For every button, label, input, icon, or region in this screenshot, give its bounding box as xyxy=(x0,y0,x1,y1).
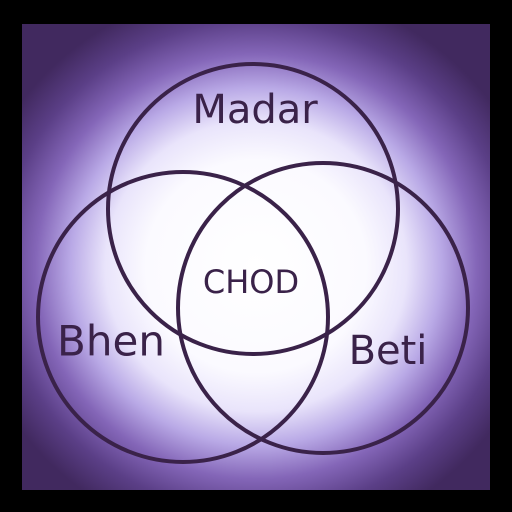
venn-diagram: Madar Bhen Beti CHOD xyxy=(36,62,470,464)
label-beti: Beti xyxy=(349,328,428,374)
circle-bhen xyxy=(36,170,330,464)
circle-madar xyxy=(106,62,400,356)
label-bhen: Bhen xyxy=(57,317,165,366)
venn-background: Madar Bhen Beti CHOD xyxy=(22,24,490,490)
label-madar: Madar xyxy=(192,87,318,133)
circle-beti xyxy=(176,161,470,455)
label-center-intersection: CHOD xyxy=(203,263,299,301)
